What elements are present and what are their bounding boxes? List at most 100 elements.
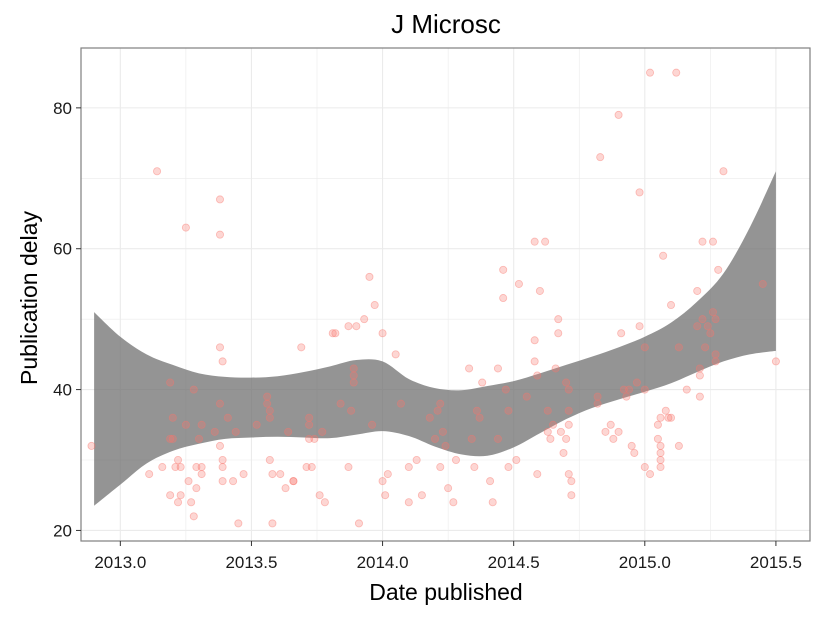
data-point (622, 392, 631, 401)
data-point (501, 385, 510, 394)
data-point (682, 385, 691, 394)
data-point (166, 434, 175, 443)
data-point (640, 343, 649, 352)
data-point (530, 237, 539, 246)
data-point (218, 357, 227, 366)
data-point (693, 322, 702, 331)
data-point (530, 357, 539, 366)
data-point (433, 406, 442, 415)
data-point (265, 413, 274, 422)
data-point (656, 441, 665, 450)
data-point (667, 301, 676, 310)
data-point (331, 329, 340, 338)
data-point (192, 463, 201, 472)
data-point (664, 413, 673, 422)
data-point (352, 322, 361, 331)
y-tick-label: 60 (53, 240, 72, 259)
data-point (475, 413, 484, 422)
data-point (305, 434, 314, 443)
data-point (465, 364, 474, 373)
data-point (145, 470, 154, 479)
data-point (404, 463, 413, 472)
data-point (197, 470, 206, 479)
data-point (771, 357, 780, 366)
data-point (708, 237, 717, 246)
data-point (646, 68, 655, 77)
data-point (562, 434, 571, 443)
data-point (268, 470, 277, 479)
data-point (336, 399, 345, 408)
data-point (197, 463, 206, 472)
data-point (695, 371, 704, 380)
data-point (530, 336, 539, 345)
data-point (695, 364, 704, 373)
data-point (711, 357, 720, 366)
data-point (215, 195, 224, 204)
data-point (328, 329, 337, 338)
data-point (229, 477, 238, 486)
data-point (284, 427, 293, 436)
data-point (381, 491, 390, 500)
ribbon-layer (94, 171, 776, 506)
data-point (215, 399, 224, 408)
data-point (630, 448, 639, 457)
data-point (596, 153, 605, 162)
data-point (349, 371, 358, 380)
data-point (307, 463, 316, 472)
data-point (231, 427, 240, 436)
data-point (234, 519, 243, 528)
data-point (635, 322, 644, 331)
data-point (438, 427, 447, 436)
data-point (449, 498, 458, 507)
data-point (218, 463, 227, 472)
data-point (619, 385, 628, 394)
data-point (562, 378, 571, 387)
data-point (320, 498, 329, 507)
data-point (192, 484, 201, 493)
data-point (567, 477, 576, 486)
data-point (318, 427, 327, 436)
data-point (396, 399, 405, 408)
data-point (168, 434, 177, 443)
data-point (444, 484, 453, 493)
data-point (593, 399, 602, 408)
data-point (383, 470, 392, 479)
panel-border (80, 47, 811, 542)
data-point (564, 420, 573, 429)
data-point (656, 448, 665, 457)
data-point (554, 329, 563, 338)
data-point (187, 498, 196, 507)
data-point (239, 470, 248, 479)
data-point (593, 392, 602, 401)
data-point (344, 322, 353, 331)
data-point (297, 343, 306, 352)
tick-layer: 2013.0 2013.5 2014.0 2014.5 2015.0 2015.5 20 40… (53, 99, 802, 572)
data-point (701, 343, 710, 352)
data-point (431, 434, 440, 443)
data-point (632, 378, 641, 387)
data-point (315, 491, 324, 500)
data-point (499, 265, 508, 274)
data-point (467, 434, 476, 443)
data-point (166, 378, 175, 387)
data-point (87, 441, 96, 450)
data-point (614, 427, 623, 436)
data-point (646, 470, 655, 479)
data-point (158, 463, 167, 472)
data-point (263, 399, 272, 408)
data-point (541, 237, 550, 246)
data-point (614, 110, 623, 119)
data-point (617, 329, 626, 338)
data-point (265, 456, 274, 465)
points-layer (87, 68, 780, 528)
data-point (656, 413, 665, 422)
data-point (533, 470, 542, 479)
x-tick-label: 2013.0 (94, 553, 146, 572)
data-point (189, 385, 198, 394)
y-tick-label: 20 (53, 521, 72, 540)
data-point (451, 456, 460, 465)
y-tick-label: 40 (53, 381, 72, 400)
data-point (263, 392, 272, 401)
data-point (210, 427, 219, 436)
